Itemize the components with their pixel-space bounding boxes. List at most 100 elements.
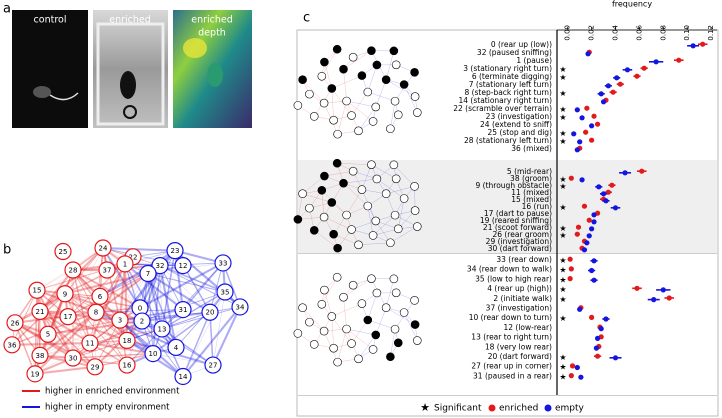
dot [594,335,601,341]
tail [123,105,137,119]
edge [72,352,154,359]
thumb-edge [351,91,368,116]
category-label: 25 (stop and dig) [488,128,553,137]
edge [94,320,143,368]
thumb-node [339,178,348,188]
node [174,367,192,386]
category-label: 24 (extend to sniff) [480,120,552,129]
edge [14,269,74,323]
dot [676,57,682,63]
edge [14,322,36,375]
edge [39,320,121,356]
dot [574,364,580,371]
node [111,311,129,329]
x-tick-label: 0.04 [612,24,620,40]
node-label: 16 [123,362,132,370]
thumb-edge [343,178,377,184]
thumb-node [367,160,376,169]
node [59,308,77,326]
node [139,264,157,283]
node-label: 19 [31,370,40,378]
thumb-edge [403,312,418,341]
group-divider [298,395,717,396]
dot [622,170,628,176]
mouse [33,86,51,98]
thumb-edge [343,183,368,207]
thumb-edge [346,100,376,108]
photo-label: control [34,15,67,26]
node-label: 7 [146,270,150,278]
dot [575,224,582,230]
category-label: 38 (groom) [510,174,552,183]
thumb-node [381,75,391,85]
edge [147,273,177,348]
significance-star: ★ [559,314,566,323]
edge [39,311,97,357]
legend-label: Significant [434,404,482,414]
category-label: 18 (very low rear) [485,342,552,351]
edge [72,328,163,359]
thumb-node [393,224,403,234]
dot [641,65,647,71]
node [31,346,49,364]
edge [182,306,241,378]
thumb-edge [331,316,334,349]
thumb-node [357,71,367,80]
thumb-edge [346,189,363,216]
category-label: 15 (mixed) [511,195,552,204]
thumb-edge [375,220,391,243]
panel-label: c [303,11,310,26]
edge [123,263,129,341]
category-label: 9 (through obstacle) [476,181,553,190]
thumb-node [305,89,314,99]
edge [67,247,104,317]
thumb-edge [367,64,378,93]
significance-star: ★ [559,275,566,284]
node [87,303,105,321]
node [6,314,24,332]
dot [660,287,666,293]
node-label: 22 [129,253,138,261]
thumb-edge [375,307,387,336]
category-label: 10 (rear down to turn) [469,313,552,322]
node [91,287,109,305]
x-tick-label: 0.10 [683,25,691,41]
edge [161,250,176,330]
thumb-node [293,329,303,338]
node [64,261,82,279]
thumb-node [327,198,337,207]
thumb-node [399,80,409,89]
significance-star: ★ [559,203,566,212]
thumb-node [348,280,358,290]
dot [583,129,589,135]
thumb-node [391,60,401,70]
thumb-node [368,117,378,126]
thumb-edge [343,278,372,298]
edge [95,312,128,366]
thumb-node [368,231,378,240]
thumb-edge [346,100,374,122]
thumb-node [319,98,329,108]
node [54,242,72,261]
dot [605,83,611,89]
node [118,331,136,349]
thumb-node [333,129,342,139]
edge [102,247,141,309]
thumb-node [333,243,342,253]
thumb-node [354,240,363,250]
thumb-node [293,215,303,224]
dot [574,231,580,237]
edge [152,291,226,354]
dot [589,137,595,143]
dot [591,219,597,225]
thumb-node [327,84,337,93]
thumb-node [368,345,378,354]
edge [152,311,211,355]
significance-star: ★ [559,175,566,184]
node-label: 0 [138,304,142,312]
thumb-node [389,160,399,170]
dot [596,184,602,190]
thumb-edge [371,164,397,179]
node-label: 31 [179,306,188,314]
significance-star: ★ [559,65,566,74]
